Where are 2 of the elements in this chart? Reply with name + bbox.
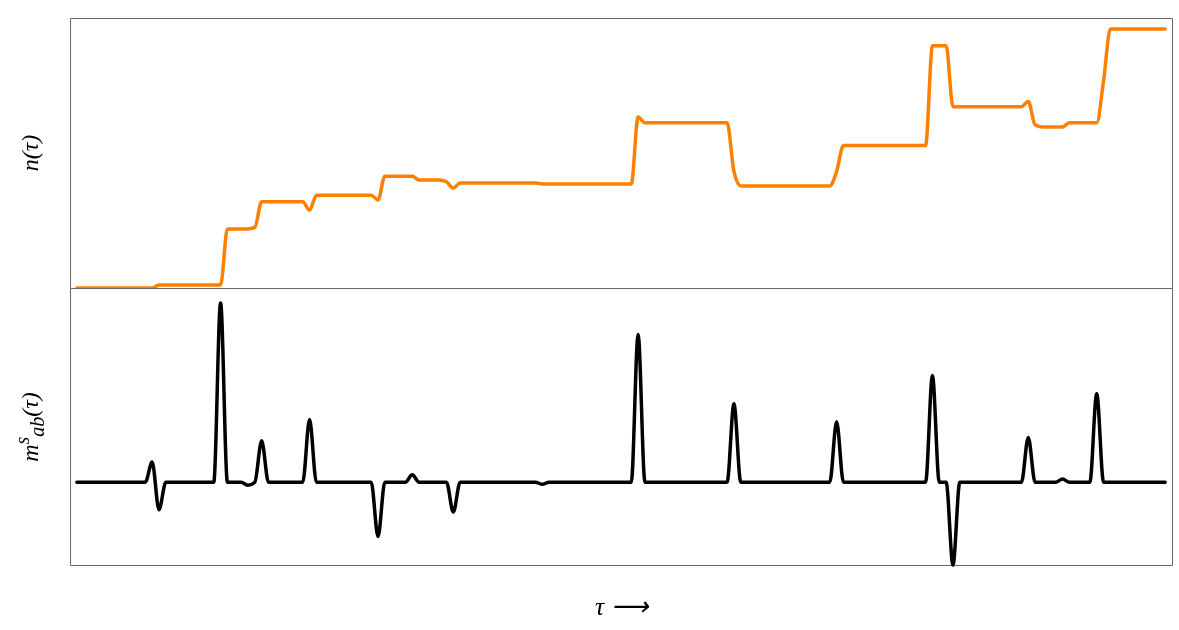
x-axis-title: τ ⟶ xyxy=(595,591,650,621)
y-axis-title: n(τ) xyxy=(16,134,44,172)
